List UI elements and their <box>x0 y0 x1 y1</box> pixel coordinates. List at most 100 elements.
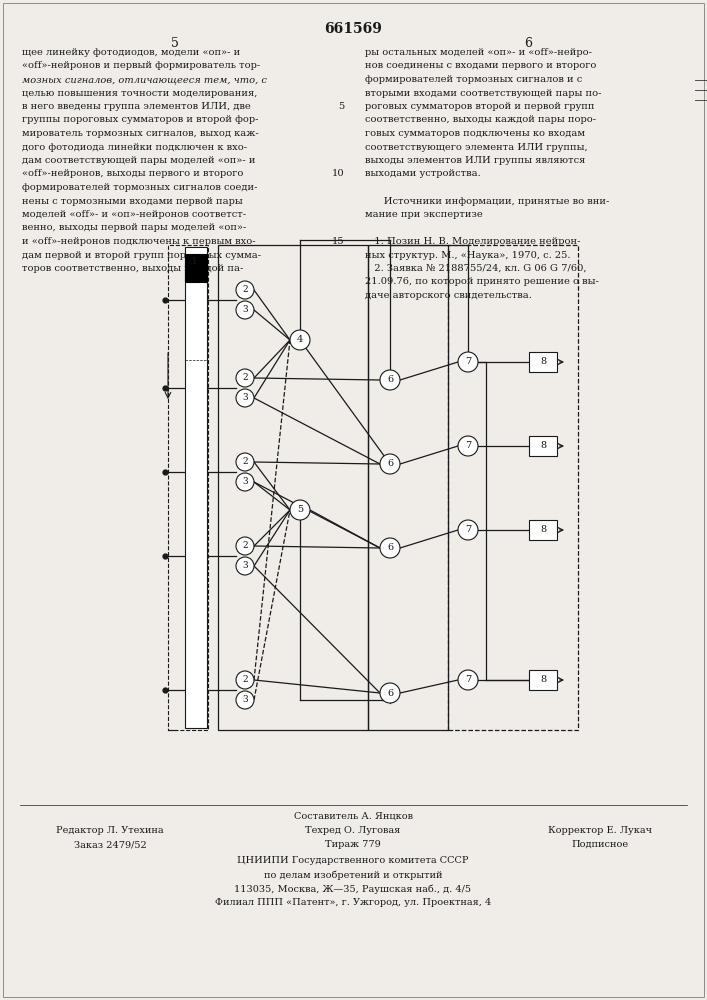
Text: ных структур. М., «Наука», 1970, с. 25.: ных структур. М., «Наука», 1970, с. 25. <box>365 250 571 259</box>
Text: щее линейку фотодиодов, модели «оп»- и: щее линейку фотодиодов, модели «оп»- и <box>22 48 240 57</box>
Bar <box>185 254 207 282</box>
Text: Корректор Е. Лукач: Корректор Е. Лукач <box>548 826 652 835</box>
Text: 3: 3 <box>243 478 248 487</box>
Text: 8: 8 <box>540 676 546 684</box>
Circle shape <box>236 389 254 407</box>
Circle shape <box>236 557 254 575</box>
Text: 6: 6 <box>387 375 393 384</box>
Bar <box>529 352 557 372</box>
Circle shape <box>458 352 478 372</box>
Circle shape <box>236 369 254 387</box>
Text: 661569: 661569 <box>324 22 382 36</box>
Text: формирователей тормозных сигналов соеди-: формирователей тормозных сигналов соеди- <box>22 183 257 192</box>
Text: 2: 2 <box>243 286 248 294</box>
Text: Подписное: Подписное <box>571 840 629 849</box>
Bar <box>218 245 368 730</box>
Bar <box>185 247 207 728</box>
Text: венно, выходы первой пары моделей «оп»-: венно, выходы первой пары моделей «оп»- <box>22 224 246 232</box>
Circle shape <box>458 670 478 690</box>
Text: 8: 8 <box>540 442 546 450</box>
Text: моделей «off»- и «оп»-нейронов соответст-: моделей «off»- и «оп»-нейронов соответст… <box>22 210 246 219</box>
Circle shape <box>236 473 254 491</box>
Text: ЦНИИПИ Государственного комитета СССР: ЦНИИПИ Государственного комитета СССР <box>238 856 469 865</box>
Text: Техред О. Луговая: Техред О. Луговая <box>305 826 401 835</box>
Text: Филиал ППП «Патент», г. Ужгород, ул. Проектная, 4: Филиал ППП «Патент», г. Ужгород, ул. Про… <box>215 898 491 907</box>
Bar <box>529 520 557 540</box>
Text: «off»-нейронов, выходы первого и второго: «off»-нейронов, выходы первого и второго <box>22 169 243 178</box>
Text: «off»-нейронов и первый формирователь тор-: «off»-нейронов и первый формирователь то… <box>22 62 260 70</box>
Text: 113035, Москва, Ж—35, Раушская наб., д. 4/5: 113035, Москва, Ж—35, Раушская наб., д. … <box>235 884 472 894</box>
Text: 7: 7 <box>465 358 471 366</box>
Text: по делам изобретений и открытий: по делам изобретений и открытий <box>264 870 443 880</box>
Text: в него введены группа элементов ИЛИ, две: в него введены группа элементов ИЛИ, две <box>22 102 251 111</box>
Circle shape <box>380 683 400 703</box>
Bar <box>529 670 557 690</box>
Text: 7: 7 <box>465 442 471 450</box>
Text: нов соединены с входами первого и второго: нов соединены с входами первого и второг… <box>365 62 597 70</box>
Text: 15: 15 <box>332 237 344 246</box>
Text: ры остальных моделей «оп»- и «off»-нейро-: ры остальных моделей «оп»- и «off»-нейро… <box>365 48 592 57</box>
Text: формирователей тормозных сигналов и с: формирователей тормозных сигналов и с <box>365 75 583 84</box>
Text: 10: 10 <box>332 169 344 178</box>
Text: мание при экспертизе: мание при экспертизе <box>365 210 483 219</box>
Circle shape <box>236 453 254 471</box>
Circle shape <box>236 691 254 709</box>
Text: и «off»-нейронов подключены к первым вхо-: и «off»-нейронов подключены к первым вхо… <box>22 237 256 246</box>
Text: 2. Заявка № 2188755/24, кл. G 06 G 7/60,: 2. Заявка № 2188755/24, кл. G 06 G 7/60, <box>365 264 587 273</box>
Text: 8: 8 <box>540 526 546 534</box>
Text: Заказ 2479/52: Заказ 2479/52 <box>74 840 146 849</box>
Text: роговых сумматоров второй и первой групп: роговых сумматоров второй и первой групп <box>365 102 595 111</box>
Text: выходы элементов ИЛИ группы являются: выходы элементов ИЛИ группы являются <box>365 156 585 165</box>
Circle shape <box>236 537 254 555</box>
Text: 1. Позин Н. В. Моделирование нейрон-: 1. Позин Н. В. Моделирование нейрон- <box>365 237 580 246</box>
Text: выходами устройства.: выходами устройства. <box>365 169 481 178</box>
Text: 5: 5 <box>297 506 303 514</box>
Text: нены с тормозными входами первой пары: нены с тормозными входами первой пары <box>22 196 243 206</box>
Text: 6: 6 <box>524 37 532 50</box>
Circle shape <box>290 500 310 520</box>
Text: Источники информации, принятые во вни-: Источники информации, принятые во вни- <box>365 196 609 206</box>
Text: 5: 5 <box>171 37 179 50</box>
Text: 5: 5 <box>338 102 344 111</box>
Text: 3: 3 <box>243 562 248 570</box>
Circle shape <box>380 538 400 558</box>
Text: 7: 7 <box>465 676 471 684</box>
Text: 6: 6 <box>387 544 393 552</box>
Text: группы пороговых сумматоров и второй фор-: группы пороговых сумматоров и второй фор… <box>22 115 259 124</box>
Text: 3: 3 <box>243 306 248 314</box>
Text: соответственно, выходы каждой пары поро-: соответственно, выходы каждой пары поро- <box>365 115 596 124</box>
Bar <box>448 245 578 730</box>
Text: 6: 6 <box>387 688 393 698</box>
Text: 7: 7 <box>465 526 471 534</box>
Text: 6: 6 <box>387 460 393 468</box>
Circle shape <box>458 520 478 540</box>
Text: 2: 2 <box>243 458 248 466</box>
Text: даче авторского свидетельства.: даче авторского свидетельства. <box>365 291 532 300</box>
Text: дам соответствующей пары моделей «оп»- и: дам соответствующей пары моделей «оп»- и <box>22 156 255 165</box>
Text: вторыми входами соответствующей пары по-: вторыми входами соответствующей пары по- <box>365 89 602 98</box>
Text: мирователь тормозных сигналов, выход каж-: мирователь тормозных сигналов, выход каж… <box>22 129 259 138</box>
Circle shape <box>236 281 254 299</box>
Text: целью повышения точности моделирования,: целью повышения точности моделирования, <box>22 89 257 98</box>
Text: 1: 1 <box>192 257 198 266</box>
Text: 3: 3 <box>243 696 248 704</box>
Text: 8: 8 <box>540 358 546 366</box>
Circle shape <box>236 671 254 689</box>
Text: 3: 3 <box>243 393 248 402</box>
Text: дого фотодиода линейки подключен к вхо-: дого фотодиода линейки подключен к вхо- <box>22 142 247 151</box>
Circle shape <box>380 454 400 474</box>
Bar <box>529 436 557 456</box>
Text: 2: 2 <box>243 373 248 382</box>
Text: 21.09.76, по которой принято решение о вы-: 21.09.76, по которой принято решение о в… <box>365 277 599 286</box>
Circle shape <box>380 370 400 390</box>
Text: 4: 4 <box>297 336 303 344</box>
Text: 2: 2 <box>243 542 248 550</box>
Text: мозных сигналов, отличающееся тем, что, с: мозных сигналов, отличающееся тем, что, … <box>22 75 267 84</box>
Circle shape <box>290 330 310 350</box>
Text: Составитель А. Янцков: Составитель А. Янцков <box>293 812 412 821</box>
Text: Тираж 779: Тираж 779 <box>325 840 381 849</box>
Text: Редактор Л. Утехина: Редактор Л. Утехина <box>56 826 164 835</box>
Bar <box>168 245 208 730</box>
Text: соответствующего элемента ИЛИ группы,: соответствующего элемента ИЛИ группы, <box>365 142 588 151</box>
Text: говых сумматоров подключены ко входам: говых сумматоров подключены ко входам <box>365 129 585 138</box>
